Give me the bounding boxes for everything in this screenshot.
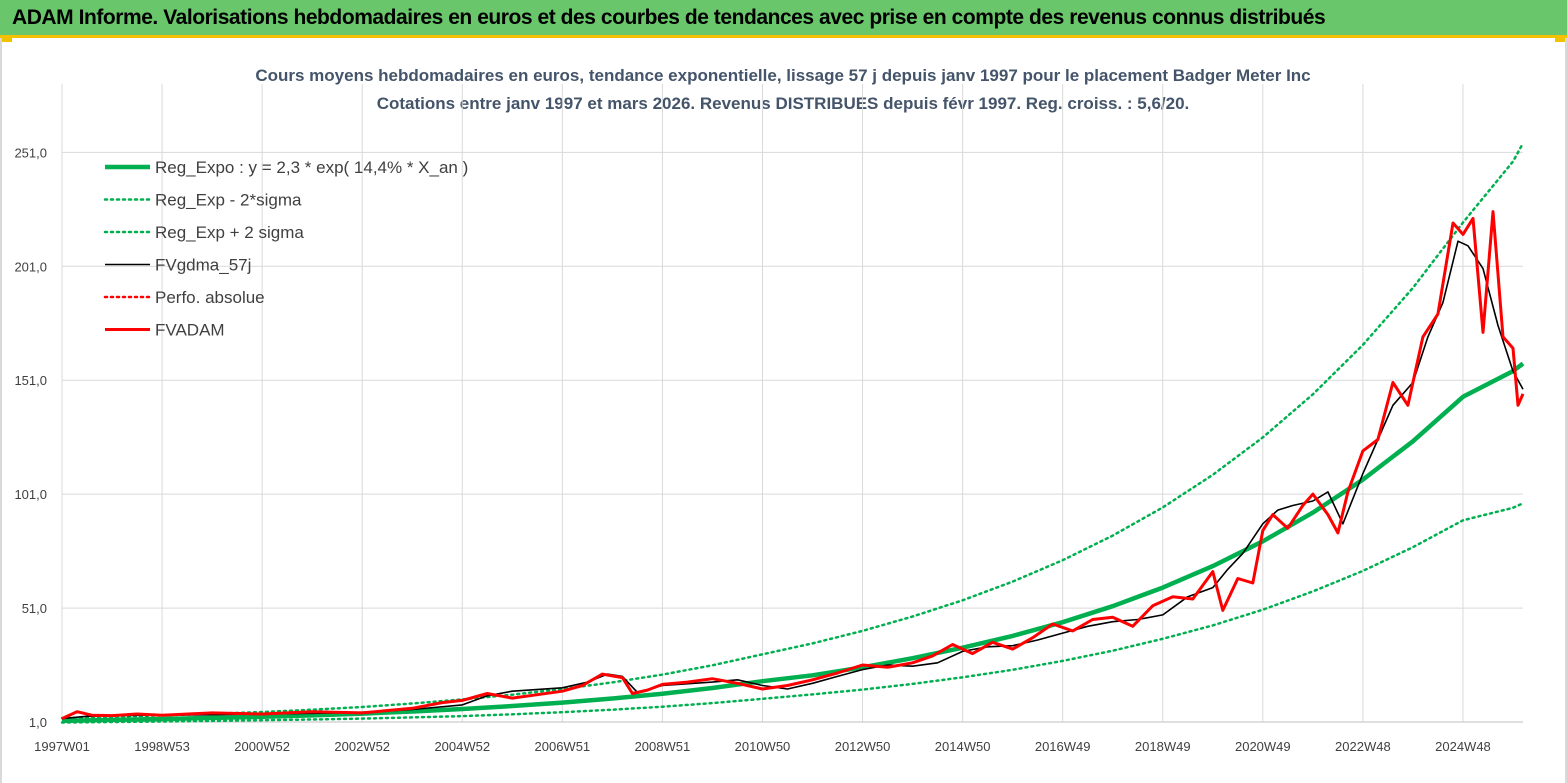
chart-canvas: Cours moyens hebdomadaires en euros, ten…	[14, 66, 1525, 754]
x-tick-label: 2008W51	[635, 739, 691, 754]
y-tick-label: 1,0	[29, 715, 47, 730]
y-tick-label: 151,0	[14, 373, 47, 388]
y-tick-label: 201,0	[14, 259, 47, 274]
report-banner: ADAM Informe. Valorisations hebdomadaire…	[0, 0, 1567, 38]
series-line-0	[61, 361, 1525, 724]
legend-label: Reg_Expo : y = 2,3 * exp( 14,4% * X_an )	[155, 158, 468, 177]
y-tick-label: 101,0	[14, 487, 47, 502]
x-tick-label: 2006W51	[535, 739, 591, 754]
legend-label: FVgdma_57j	[155, 256, 251, 275]
legend-label: Reg_Exp - 2*sigma	[155, 191, 302, 210]
x-tick-label: 2022W48	[1335, 739, 1391, 754]
x-tick-label: 2020W49	[1235, 739, 1291, 754]
x-tick-label: 2002W52	[334, 739, 390, 754]
series-line-2	[60, 141, 1525, 720]
x-tick-label: 2014W50	[935, 739, 991, 754]
report-title: ADAM Informe. Valorisations hebdomadaire…	[12, 6, 1326, 29]
x-tick-label: 1997W01	[34, 739, 90, 754]
x-tick-label: 2018W49	[1135, 739, 1191, 754]
plot-series	[60, 141, 1525, 724]
series-line-5	[61, 210, 1525, 720]
y-axis: 1,0 51,0 101,0 151,0 201,0 251,0	[14, 145, 47, 730]
chart-area: Cours moyens hebdomadaires en euros, ten…	[0, 38, 1567, 783]
legend-label: Perfo. absolue	[155, 288, 265, 307]
y-tick-label: 251,0	[14, 145, 47, 160]
y-tick-label: 51,0	[22, 601, 47, 616]
x-tick-label: 2012W50	[835, 739, 891, 754]
x-tick-label: 2016W49	[1035, 739, 1091, 754]
x-tick-label: 2010W50	[735, 739, 791, 754]
chart-subtitle: Cotations entre janv 1997 et mars 2026. …	[377, 94, 1190, 113]
x-axis: 1997W01 1998W53 2000W52 2002W52 2004W52 2006W…	[34, 721, 1523, 754]
legend: Reg_Expo : y = 2,3 * exp( 14,4% * X_an )…	[103, 158, 468, 340]
legend-label: Reg_Exp + 2 sigma	[155, 223, 304, 242]
x-tick-label: 2004W52	[434, 739, 490, 754]
chart-title: Cours moyens hebdomadaires en euros, ten…	[255, 66, 1310, 85]
x-tick-label: 1998W53	[134, 739, 190, 754]
x-tick-label: 2000W52	[234, 739, 290, 754]
corner-marker-right	[1555, 38, 1567, 42]
series-line-3	[61, 240, 1524, 720]
series-line-1	[60, 502, 1525, 724]
corner-marker-left	[0, 38, 12, 42]
gridlines	[61, 84, 1523, 723]
x-tick-label: 2024W48	[1435, 739, 1491, 754]
legend-label: FVADAM	[155, 321, 225, 340]
